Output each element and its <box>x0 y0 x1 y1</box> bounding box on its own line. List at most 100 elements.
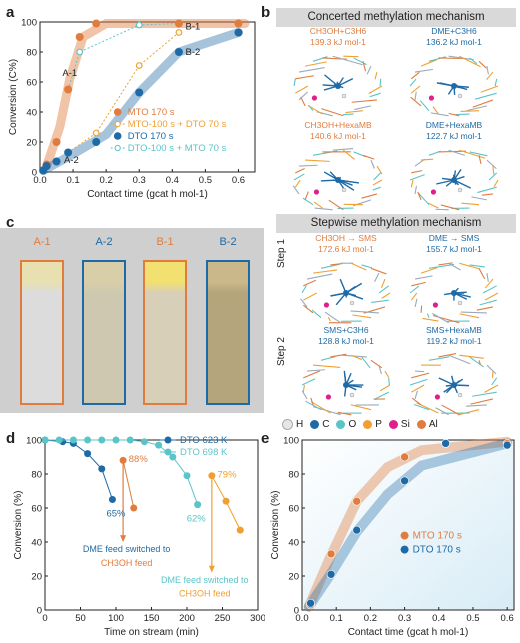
series-line-2 <box>122 460 135 509</box>
legend-marker <box>164 436 172 444</box>
sample-tube <box>143 260 187 405</box>
framework-bond <box>488 172 498 181</box>
x-tick-label: 0.1 <box>66 175 79 186</box>
data-point <box>64 85 73 94</box>
framework-bond <box>478 60 487 69</box>
framework-bond <box>432 312 449 324</box>
silicon-atom <box>323 302 330 308</box>
framework-bond <box>294 179 301 188</box>
framework-bond <box>303 370 320 379</box>
framework-bond <box>298 66 325 73</box>
framework-bond <box>459 55 481 68</box>
framework-bond <box>480 85 499 93</box>
data-point <box>236 526 244 534</box>
y-axis-label: Conversion (C%) <box>8 59 19 135</box>
framework-bond <box>330 353 347 358</box>
framework-bond <box>368 85 383 94</box>
framework-bond <box>330 262 343 266</box>
atom-legend-item: H <box>282 419 303 430</box>
value-label: 65% <box>106 509 126 520</box>
framework-bond <box>366 65 372 75</box>
y-tick-label: 20 <box>26 138 37 149</box>
framework-bond <box>311 309 322 319</box>
data-point <box>119 456 127 464</box>
framework-bond <box>410 292 418 301</box>
framework-bond <box>312 56 328 62</box>
framework-bond <box>321 108 344 117</box>
note-1-line-1: DME feed switched to <box>83 544 171 554</box>
zeolite-cage-structure <box>292 147 383 211</box>
hydrogen-atom <box>349 392 355 398</box>
framework-bond <box>292 185 300 195</box>
framework-bond <box>379 78 382 87</box>
mechanism-label: SMS+HexaMB 119.2 kJ mol-1 <box>398 325 510 347</box>
framework-bond <box>418 193 430 206</box>
framework-bond <box>384 370 390 378</box>
framework-bond <box>304 191 309 201</box>
data-point <box>55 436 63 444</box>
y-axis-label: Conversion (%) <box>270 491 281 560</box>
chart-a: 0.0 0.1 0.2 0.3 0.4 0.5 0.6 0 20 40 60 80 100 Contact… <box>8 18 256 200</box>
panel-letter-e: e <box>261 430 270 447</box>
y-tick-label: 0 <box>294 606 299 617</box>
framework-bond <box>303 279 317 287</box>
framework-bond <box>302 197 314 206</box>
y-tick-label: 60 <box>26 78 37 89</box>
framework-bond <box>388 377 390 386</box>
hydrogen-atom <box>457 300 463 306</box>
framework-bond <box>409 174 425 181</box>
framework-bond <box>308 104 314 112</box>
switch-arrowhead-2 <box>208 565 215 573</box>
atom-color-swatch <box>416 420 426 429</box>
molecule-bond <box>436 179 455 185</box>
framework-bond <box>484 292 499 301</box>
framework-bond <box>313 201 323 209</box>
framework-bond <box>350 404 372 411</box>
framework-bond <box>430 112 449 117</box>
framework-bond <box>417 191 422 201</box>
annotation-a2: A-2 <box>64 155 79 166</box>
framework-bond <box>459 313 480 319</box>
framework-bond <box>342 113 354 116</box>
framework-bond <box>414 390 418 400</box>
legend-marker <box>113 132 122 140</box>
data-point <box>326 549 336 559</box>
framework-bond <box>438 262 453 266</box>
data-point <box>352 496 362 506</box>
framework-bond <box>306 369 326 372</box>
framework-bond <box>420 59 438 67</box>
annotation-b1: B-1 <box>186 22 201 33</box>
activation-energy: 136.2 kJ mol-1 <box>426 37 482 47</box>
data-point <box>400 452 409 462</box>
atom-label: H <box>296 419 304 430</box>
sample-tube <box>82 260 126 405</box>
x-tick-label: 0 <box>42 613 47 624</box>
framework-bond <box>448 262 461 271</box>
carbon-atom <box>451 382 457 388</box>
switch-arrowhead-1 <box>120 535 127 542</box>
value-label: 88% <box>129 454 149 465</box>
mechanism-label: DME+C3H6 136.2 kJ mol-1 <box>398 26 510 48</box>
plot-background <box>302 440 514 610</box>
framework-bond <box>314 207 333 211</box>
framework-bond <box>362 154 375 160</box>
framework-bond <box>298 91 308 101</box>
atom-legend-item: C <box>310 419 329 430</box>
step-1-label: Step 1 <box>276 239 287 268</box>
framework-bond <box>448 354 471 365</box>
framework-bond <box>353 57 367 66</box>
framework-bond <box>411 170 423 174</box>
framework-bond <box>371 299 389 303</box>
framework-bond <box>411 397 422 406</box>
zeolite-cage-structure <box>409 262 499 324</box>
framework-bond <box>427 202 439 209</box>
framework-bond <box>484 384 499 393</box>
x-tick-label: 0.0 <box>33 175 46 186</box>
y-tick-label: 40 <box>288 538 299 549</box>
dto-trend-band <box>38 28 243 175</box>
framework-bond <box>471 196 488 201</box>
framework-bond <box>422 317 439 322</box>
atom-legend-item: Si <box>388 419 410 430</box>
data-point <box>69 436 77 444</box>
framework-bond <box>415 370 425 373</box>
